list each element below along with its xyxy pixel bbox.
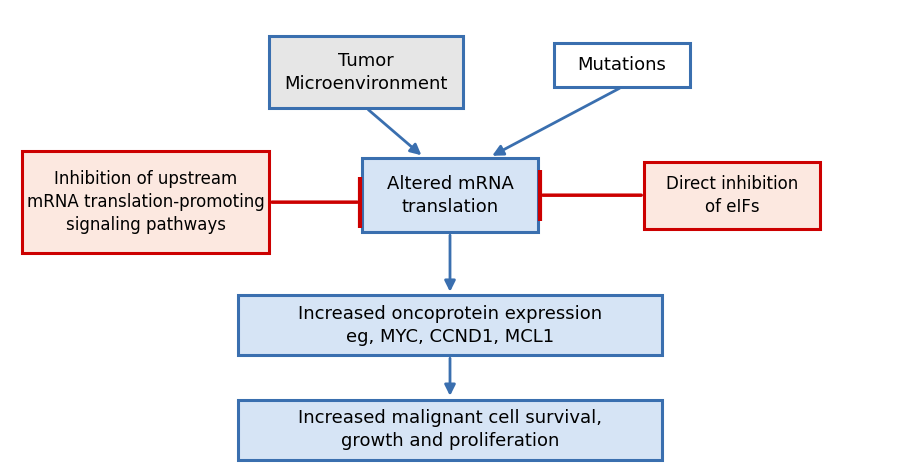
FancyBboxPatch shape [269,36,464,108]
Text: Direct inhibition
of eIFs: Direct inhibition of eIFs [666,175,798,216]
Text: Tumor
Microenvironment: Tumor Microenvironment [284,52,448,92]
FancyBboxPatch shape [238,295,662,356]
Text: Increased oncoprotein expression
eg, MYC, CCND1, MCL1: Increased oncoprotein expression eg, MYC… [298,305,602,346]
FancyBboxPatch shape [238,400,662,460]
Text: Mutations: Mutations [578,56,666,74]
FancyBboxPatch shape [22,151,269,253]
FancyBboxPatch shape [644,162,821,229]
Text: Increased malignant cell survival,
growth and proliferation: Increased malignant cell survival, growt… [298,410,602,450]
FancyBboxPatch shape [362,158,538,232]
Text: Inhibition of upstream
mRNA translation-promoting
signaling pathways: Inhibition of upstream mRNA translation-… [27,170,265,234]
FancyBboxPatch shape [554,43,690,87]
Text: Altered mRNA
translation: Altered mRNA translation [387,175,513,216]
